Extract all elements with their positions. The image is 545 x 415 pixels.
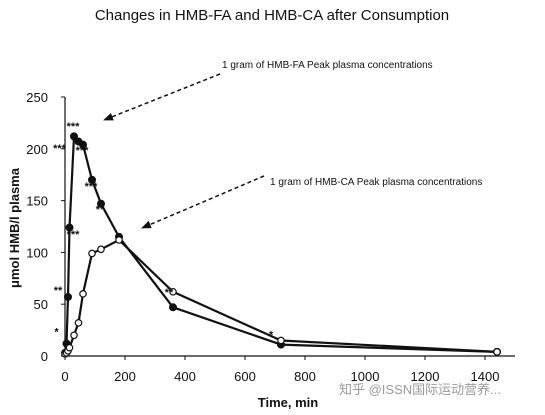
data-point [493, 348, 501, 356]
significance-label: *** [67, 229, 81, 241]
y-tick-label: 250 [26, 90, 48, 105]
x-tick-label: 0 [61, 369, 68, 384]
x-tick-label: 200 [114, 369, 136, 384]
annotation-hmb-ca: 1 gram of HMB-CA Peak plasma concentrati… [270, 177, 482, 188]
series-2 [61, 236, 501, 358]
series-1 [60, 132, 502, 357]
data-point [97, 245, 105, 254]
annotation-hmb-ca-arrow [141, 175, 265, 229]
data-point [96, 199, 105, 208]
data-point [88, 249, 96, 258]
x-tick-label: 1400 [471, 369, 500, 384]
data-point [63, 292, 72, 301]
data-point [70, 331, 78, 340]
significance-label: *** [53, 143, 67, 155]
y-axis-label: μmol HMB/l plasma [7, 167, 22, 288]
significance-label: * [54, 326, 59, 338]
data-point [169, 287, 177, 296]
significance-label: * [269, 329, 274, 341]
significance-layer: *********************** [53, 121, 274, 341]
data-point [74, 319, 83, 327]
data-point [115, 236, 123, 244]
data-point [65, 343, 74, 352]
data-point [169, 303, 178, 312]
series-line [63, 135, 498, 354]
x-tick-label: 1000 [351, 369, 380, 384]
series-layer [60, 132, 502, 358]
y-tick-label: 50 [34, 297, 48, 312]
data-point [69, 132, 78, 141]
x-tick-label: 400 [174, 369, 196, 384]
significance-label: *** [67, 121, 81, 133]
significance-label: *** [76, 145, 90, 157]
y-tick-label: 0 [41, 349, 48, 364]
significance-label: ** [96, 204, 105, 216]
data-point [65, 223, 74, 232]
x-tick-label: 1200 [411, 369, 440, 384]
x-tick-label: 800 [294, 369, 316, 384]
axes [64, 97, 515, 357]
annotation-hmb-fa-arrow [103, 73, 221, 121]
ticks: 0 200 400 600 800 1000 1200 1400 0 50 100 150 200 250 [26, 90, 499, 384]
data-point [87, 175, 96, 184]
annotation-hmb-fa: 1 gram of HMB-FA Peak plasma concentrati… [222, 60, 433, 71]
chart-title: Changes in HMB-FA and HMB-CA after Consu… [95, 7, 449, 24]
y-tick-label: 100 [26, 245, 48, 260]
x-axis-label: Time, min [258, 395, 319, 410]
data-point [79, 290, 87, 298]
watermark-text: 知乎 @ISSN国际运动营养... [339, 382, 501, 397]
x-tick-label: 600 [234, 369, 256, 384]
significance-label: *** [85, 181, 99, 193]
data-point [78, 140, 87, 149]
data-point [277, 336, 285, 345]
y-tick-label: 200 [26, 142, 48, 157]
y-tick-label: 150 [26, 194, 48, 209]
significance-label: ** [165, 287, 174, 299]
significance-label: ** [54, 285, 63, 297]
